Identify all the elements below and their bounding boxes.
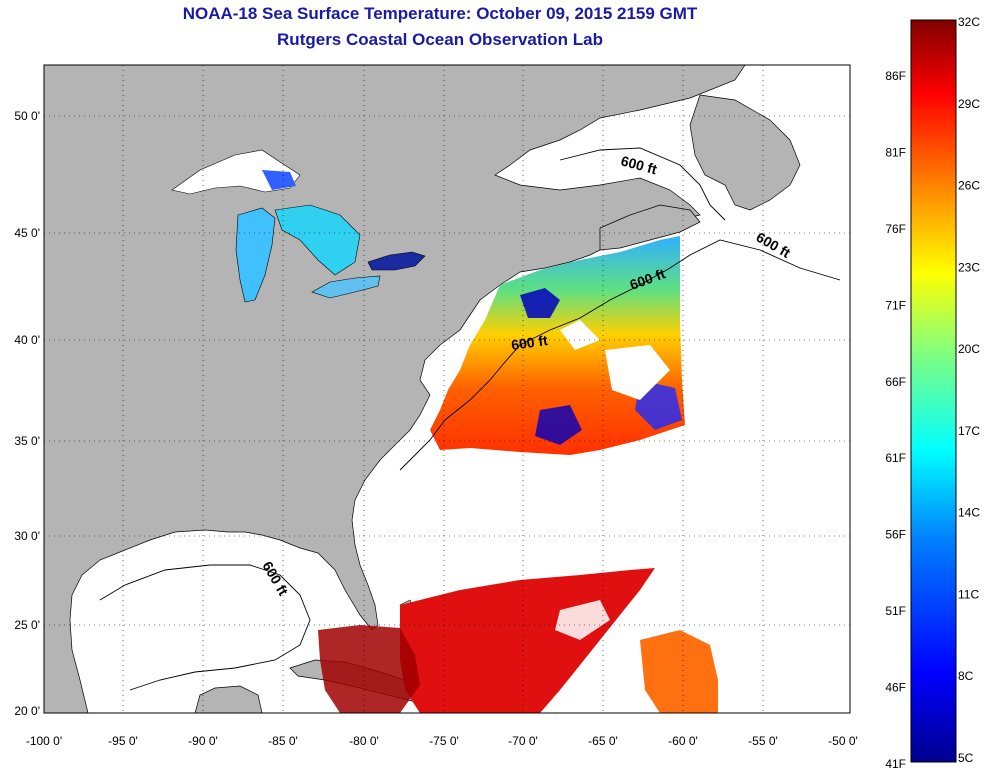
lake-superior [171, 149, 301, 195]
colorbar-celsius-label: 11C [958, 587, 979, 601]
x-tick-label: -75 0' [429, 734, 459, 748]
colorbar-fahrenheit-label: 76F [885, 222, 906, 236]
contour-600ft-gulfstlawrence [559, 147, 726, 221]
x-tick-label: -70 0' [508, 734, 538, 748]
contour-label: 600 ft [510, 332, 549, 353]
sst-swath-north [430, 236, 685, 455]
colorbar-fahrenheit-label: 71F [885, 298, 906, 312]
colorbar-celsius-label: 5C [958, 751, 974, 765]
colorbar [910, 19, 957, 763]
x-tick-label: -95 0' [108, 734, 138, 748]
x-tick-label: -50 0' [828, 734, 858, 748]
colorbar-fahrenheit-label: 61F [885, 451, 906, 465]
colorbar-fahrenheit-label: 66F [885, 375, 906, 389]
colorbar-celsius-label: 32C [958, 15, 980, 29]
land-north-america [44, 65, 746, 713]
colorbar-fahrenheit-labels: 86F 81F 76F 71F 66F 61F 56F 51F 46F 41F [885, 69, 906, 770]
colorbar-celsius-label: 29C [958, 97, 980, 111]
y-tick-label: 40 0' [14, 333, 40, 347]
colorbar-fahrenheit-label: 86F [885, 69, 906, 83]
x-tick-label: -85 0' [268, 734, 298, 748]
map-title: NOAA-18 Sea Surface Temperature: October… [182, 4, 698, 23]
x-tick-label: -80 0' [349, 734, 379, 748]
colorbar-celsius-label: 20C [958, 342, 980, 356]
grid-lines [44, 65, 850, 713]
colorbar-fahrenheit-label: 51F [885, 604, 906, 618]
colorbar-fahrenheit-label: 56F [885, 528, 906, 542]
contour-600ft-atlantic [399, 239, 841, 471]
x-tick-label: -60 0' [668, 734, 698, 748]
lake-huron [274, 204, 361, 276]
y-tick-label: 50 0' [14, 109, 40, 123]
colorbar-celsius-label: 14C [958, 506, 980, 520]
colorbar-celsius-label: 26C [958, 179, 980, 193]
lake-michigan [235, 207, 276, 303]
map-subtitle: Rutgers Coastal Ocean Observation Lab [277, 30, 603, 49]
y-tick-label: 30 0' [14, 529, 40, 543]
map-border [43, 64, 851, 714]
land-nova-scotia [599, 204, 701, 251]
colorbar-celsius-label: 8C [958, 669, 974, 683]
colorbar-fahrenheit-label: 41F [885, 757, 906, 770]
colorbar-celsius-labels: 32C 29C 26C 23C 20C 17C 14C 11C 8C 5C [958, 15, 980, 765]
y-tick-label: 20 0' [14, 704, 40, 718]
y-tick-label: 25 0' [14, 618, 40, 632]
y-tick-label: 45 0' [14, 226, 40, 240]
colorbar-fahrenheit-label: 46F [885, 681, 906, 695]
contour-600ft-gulf [99, 564, 311, 691]
land-newfoundland [689, 94, 801, 211]
sst-swath-south [318, 568, 718, 713]
x-tick-label: -100 0' [26, 734, 62, 748]
land-yucatan [194, 685, 263, 713]
colorbar-celsius-label: 23C [958, 260, 980, 274]
x-axis-ticks: -100 0' -95 0' -90 0' -85 0' -80 0' -75 0' -70… [26, 734, 858, 748]
y-axis-ticks: 50 0' 45 0' 40 0' 35 0' 30 0' 25 0' 20 0' [14, 109, 40, 718]
x-tick-label: -90 0' [188, 734, 218, 748]
lake-erie [311, 275, 381, 299]
y-tick-label: 35 0' [14, 434, 40, 448]
colorbar-celsius-label: 17C [958, 424, 980, 438]
lake-ontario [367, 251, 426, 271]
x-tick-label: -65 0' [588, 734, 618, 748]
x-tick-label: -55 0' [748, 734, 778, 748]
colorbar-fahrenheit-label: 81F [885, 145, 906, 159]
great-lakes [171, 149, 426, 303]
